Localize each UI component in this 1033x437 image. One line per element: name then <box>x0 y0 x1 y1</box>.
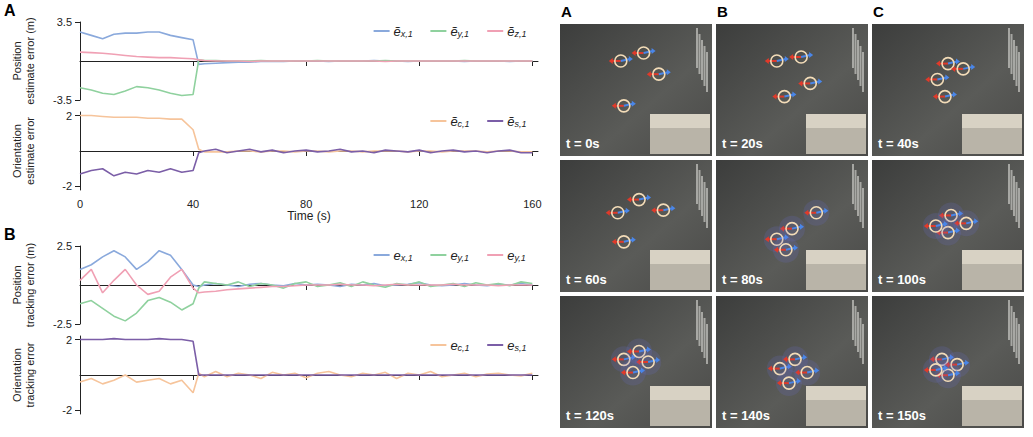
svg-text:s,1: s,1 <box>514 343 526 353</box>
svg-text:A: A <box>561 3 572 20</box>
svg-text:e: e <box>450 338 457 353</box>
svg-text:160: 160 <box>523 198 541 210</box>
svg-text:s,1: s,1 <box>514 119 526 129</box>
svg-text:y,1: y,1 <box>457 253 469 263</box>
svg-text:t = 40s: t = 40s <box>878 136 919 151</box>
svg-text:80: 80 <box>300 198 312 210</box>
svg-text:t = 60s: t = 60s <box>566 272 607 287</box>
svg-text:A: A <box>4 2 16 19</box>
svg-text:Orientation: Orientation <box>11 348 23 402</box>
svg-text:estimate error: estimate error <box>24 117 36 185</box>
svg-text:3.5: 3.5 <box>57 16 72 28</box>
svg-text:120: 120 <box>410 198 428 210</box>
svg-text:y,1: y,1 <box>457 29 469 39</box>
svg-text:ẽ: ẽ <box>507 114 514 129</box>
svg-text:t = 150s: t = 150s <box>878 408 926 423</box>
svg-text:B: B <box>4 226 16 243</box>
svg-text:C: C <box>873 3 884 20</box>
svg-text:t = 140s: t = 140s <box>722 408 770 423</box>
svg-text:t = 100s: t = 100s <box>878 272 926 287</box>
svg-text:Position: Position <box>11 265 23 304</box>
svg-text:-2: -2 <box>62 404 72 416</box>
svg-text:estimate error (m): estimate error (m) <box>24 17 36 104</box>
svg-text:c,1: c,1 <box>458 119 470 129</box>
svg-text:c,1: c,1 <box>458 343 470 353</box>
svg-text:0: 0 <box>77 198 83 210</box>
svg-text:t = 80s: t = 80s <box>722 272 763 287</box>
svg-text:t = 0s: t = 0s <box>566 136 600 151</box>
svg-text:B: B <box>717 3 728 20</box>
svg-text:y,1: y,1 <box>513 253 525 263</box>
svg-text:2: 2 <box>66 334 72 346</box>
svg-text:-3.5: -3.5 <box>53 94 72 106</box>
svg-text:t = 20s: t = 20s <box>722 136 763 151</box>
svg-text:e: e <box>394 248 401 263</box>
svg-text:Orientation: Orientation <box>11 124 23 178</box>
svg-text:ẽ: ẽ <box>507 24 514 39</box>
svg-text:e: e <box>450 248 457 263</box>
svg-text:ẽ: ẽ <box>394 24 401 39</box>
svg-text:e: e <box>507 338 514 353</box>
svg-text:z,1: z,1 <box>513 29 526 39</box>
svg-text:2: 2 <box>66 110 72 122</box>
svg-text:40: 40 <box>187 198 199 210</box>
svg-text:-2: -2 <box>62 180 72 192</box>
svg-text:tracking error (m): tracking error (m) <box>24 243 36 327</box>
svg-text:e: e <box>507 248 514 263</box>
svg-text:Time (s): Time (s) <box>287 209 331 223</box>
svg-text:tracking error: tracking error <box>24 342 36 407</box>
svg-text:-2.5: -2.5 <box>53 318 72 330</box>
svg-text:x,1: x,1 <box>400 29 413 39</box>
svg-text:ẽ: ẽ <box>450 114 457 129</box>
svg-text:x,1: x,1 <box>400 253 413 263</box>
svg-text:2.5: 2.5 <box>57 240 72 252</box>
svg-text:Position: Position <box>11 41 23 80</box>
svg-text:t = 120s: t = 120s <box>566 408 614 423</box>
svg-text:ẽ: ẽ <box>450 24 457 39</box>
